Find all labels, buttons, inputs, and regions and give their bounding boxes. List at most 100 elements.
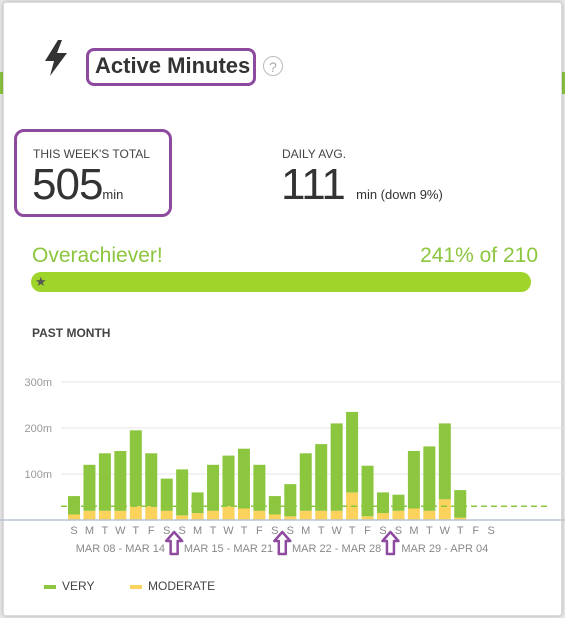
- week-total-annotation-box: [14, 129, 172, 217]
- bar-very: [330, 423, 343, 511]
- active-minutes-card: [3, 2, 562, 616]
- day-label: S: [379, 525, 386, 537]
- week-total-value: 505min: [32, 160, 123, 210]
- day-label: T: [426, 525, 433, 537]
- bar-very: [454, 490, 467, 518]
- day-label: M: [409, 525, 418, 537]
- day-label: T: [210, 525, 217, 537]
- day-label: T: [457, 525, 464, 537]
- bar-very: [407, 451, 420, 509]
- day-label: F: [148, 525, 155, 537]
- star-icon: ★: [35, 274, 47, 289]
- daily-avg-number: 111: [281, 160, 346, 209]
- bar-moderate: [284, 516, 297, 520]
- day-label: M: [85, 525, 94, 537]
- day-label: M: [193, 525, 202, 537]
- day-label: T: [349, 525, 356, 537]
- week-label: MAR 08 - MAR 14: [76, 543, 165, 555]
- annotation-arrow-icon: [273, 530, 292, 556]
- daily-avg-value: 111 min (down 9%): [281, 160, 443, 210]
- day-label: T: [318, 525, 325, 537]
- day-label: W: [331, 525, 342, 537]
- day-label: S: [70, 525, 77, 537]
- bar-moderate: [299, 510, 312, 520]
- bar-moderate: [129, 506, 142, 520]
- bar-moderate: [268, 514, 281, 520]
- goal-progress-bar: ★: [31, 272, 531, 292]
- page-title: Active Minutes: [95, 53, 251, 78]
- week-label: MAR 29 - APR 04: [401, 543, 488, 555]
- bar-moderate: [423, 510, 436, 520]
- day-label: F: [364, 525, 371, 537]
- bar-very: [68, 496, 80, 515]
- bar-very: [284, 484, 297, 517]
- bar-moderate: [330, 510, 343, 520]
- bar-very: [299, 453, 312, 511]
- background-accent-right: [561, 72, 565, 94]
- bar-moderate: [454, 517, 467, 520]
- bar-very: [145, 453, 158, 507]
- help-icon[interactable]: ?: [263, 56, 283, 76]
- legend-moderate: MODERATE: [130, 579, 215, 593]
- bar-very: [129, 430, 142, 507]
- day-label: W: [440, 525, 451, 537]
- bar-moderate: [315, 510, 328, 520]
- y-tick-label: 100m: [24, 469, 52, 481]
- bar-very: [315, 444, 328, 511]
- day-label: S: [163, 525, 170, 537]
- day-label: T: [102, 525, 109, 537]
- bar-very: [392, 494, 405, 511]
- bar-very: [98, 453, 111, 511]
- week-total-label: THIS WEEK'S TOTAL: [33, 147, 150, 161]
- day-label: F: [256, 525, 263, 537]
- day-label: S: [487, 525, 494, 537]
- legend-very-swatch: [44, 584, 56, 589]
- title-annotation-box: [86, 48, 256, 86]
- day-label: S: [271, 525, 278, 537]
- lightning-bolt-icon: [45, 40, 67, 76]
- bar-moderate: [191, 513, 204, 520]
- bar-very: [361, 465, 374, 517]
- past-month-label: PAST MONTH: [32, 326, 111, 340]
- bar-very: [253, 464, 266, 511]
- day-label: W: [223, 525, 234, 537]
- day-label: M: [301, 525, 310, 537]
- annotation-arrow-icon: [381, 530, 400, 556]
- week-total-unit: min: [102, 187, 124, 202]
- week-total-number: 505: [32, 160, 103, 209]
- bar-moderate: [237, 508, 250, 520]
- goal-percent: 241% of 210: [420, 244, 538, 267]
- legend-moderate-label: MODERATE: [148, 579, 216, 593]
- bar-very: [237, 448, 250, 509]
- bar-very: [83, 464, 96, 511]
- bar-moderate: [438, 499, 451, 520]
- bar-moderate: [253, 510, 266, 520]
- bar-moderate: [114, 510, 127, 520]
- annotation-arrow-icon: [164, 530, 184, 556]
- bar-moderate: [222, 506, 235, 520]
- bar-moderate: [83, 510, 96, 520]
- bar-very: [176, 469, 189, 516]
- week-label: MAR 22 - MAR 28: [292, 543, 381, 555]
- day-label: W: [115, 525, 126, 537]
- bar-very: [114, 451, 127, 511]
- bar-very: [423, 446, 436, 511]
- daily-avg-label: DAILY AVG.: [282, 147, 347, 161]
- day-label: S: [395, 525, 402, 537]
- bar-very: [346, 411, 359, 493]
- legend-very-label: VERY: [62, 579, 95, 593]
- bar-moderate: [176, 515, 189, 520]
- day-label: F: [472, 525, 479, 537]
- bar-moderate: [361, 516, 374, 520]
- bar-moderate: [392, 510, 405, 520]
- bar-moderate: [407, 508, 420, 520]
- legend-moderate-swatch: [130, 584, 142, 589]
- y-tick-label: 300m: [24, 377, 52, 389]
- week-label: MAR 15 - MAR 21: [184, 543, 273, 555]
- day-label: S: [178, 525, 185, 537]
- bar-very: [438, 423, 451, 500]
- bar-moderate: [145, 506, 158, 520]
- bar-very: [268, 496, 281, 515]
- bar-moderate: [160, 510, 173, 520]
- y-tick-label: 200m: [24, 423, 52, 435]
